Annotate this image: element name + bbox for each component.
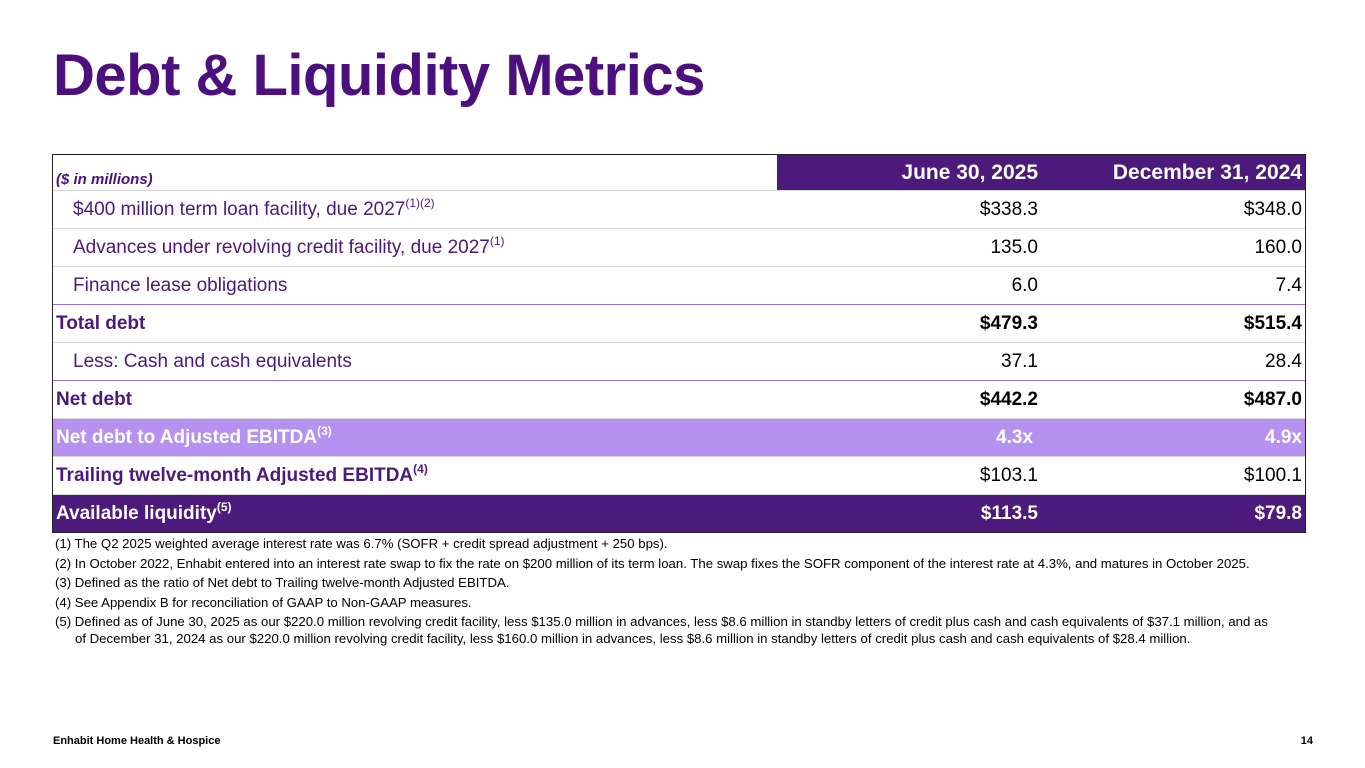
row-label: Available liquidity xyxy=(56,502,217,524)
column-header-december-2024: December 31, 2024 xyxy=(1039,155,1305,190)
value-december-2024: 28.4 xyxy=(1265,350,1302,372)
row-label: Trailing twelve-month Adjusted EBITDA xyxy=(56,464,414,486)
footnote-4: (4) See Appendix B for reconciliation of… xyxy=(55,594,472,610)
value-june-2025: $479.3 xyxy=(979,312,1038,334)
value-june-2025: $103.1 xyxy=(979,464,1038,486)
value-december-2024: 160.0 xyxy=(1254,236,1302,258)
row-label: Total debt xyxy=(56,312,146,334)
footnote-1: (1) The Q2 2025 weighted average interes… xyxy=(55,536,668,551)
table-row: Advances under revolving credit facility… xyxy=(53,229,1305,267)
column-header-june-2025: June 30, 2025 xyxy=(777,155,1039,190)
footnote-2: (2) In October 2022, Enhabit entered int… xyxy=(55,555,1250,571)
table-header-row: ($ in millions) June 30, 2025 December 3… xyxy=(53,155,1305,191)
value-december-2024: $79.8 xyxy=(1254,502,1302,524)
value-june-2025: $338.3 xyxy=(979,198,1038,220)
page-title: Debt & Liquidity Metrics xyxy=(53,43,705,108)
table-row-ttm-ebitda: Trailing twelve-month Adjusted EBITDA(4)… xyxy=(53,457,1305,495)
table-row-available-liquidity: Available liquidity(5) $113.5 $79.8 xyxy=(53,495,1305,532)
value-june-2025: 135.0 xyxy=(990,236,1038,258)
value-december-2024: 7.4 xyxy=(1275,274,1302,296)
row-label: Advances under revolving credit facility… xyxy=(73,236,490,258)
table-row: $400 million term loan facility, due 202… xyxy=(53,191,1305,229)
row-label: Net debt to Adjusted EBITDA xyxy=(56,426,318,448)
row-label: Finance lease obligations xyxy=(73,274,288,296)
footnote-ref: (4) xyxy=(413,461,428,476)
table-row-total-debt: Total debt $479.3 $515.4 xyxy=(53,305,1305,343)
row-label: $400 million term loan facility, due 202… xyxy=(73,198,406,220)
table-row-leverage: Net debt to Adjusted EBITDA(3) 4.3x 4.9x xyxy=(53,419,1305,457)
value-december-2024: $100.1 xyxy=(1243,464,1302,486)
page-number: 14 xyxy=(1300,735,1313,747)
value-june-2025: $442.2 xyxy=(979,388,1038,410)
value-december-2024: $348.0 xyxy=(1243,198,1302,220)
debt-liquidity-table: ($ in millions) June 30, 2025 December 3… xyxy=(52,154,1306,533)
value-june-2025: 4.3x xyxy=(996,426,1033,448)
table-row: Less: Cash and cash equivalents 37.1 28.… xyxy=(53,343,1305,381)
table-row: Finance lease obligations 6.0 7.4 xyxy=(53,267,1305,305)
value-june-2025: $113.5 xyxy=(980,502,1038,524)
footnote-ref: (1) xyxy=(489,233,505,248)
row-label: Less: Cash and cash equivalents xyxy=(73,350,352,372)
footnote-3: (3) Defined as the ratio of Net debt to … xyxy=(55,575,510,590)
unit-label: ($ in millions) xyxy=(56,171,153,188)
row-label: Net debt xyxy=(56,388,132,410)
footnote-ref: (3) xyxy=(317,423,332,438)
footer-company: Enhabit Home Health & Hospice xyxy=(53,735,221,747)
footnote-ref: (5) xyxy=(216,499,232,514)
value-june-2025: 37.1 xyxy=(1001,350,1038,372)
value-june-2025: 6.0 xyxy=(1011,274,1038,296)
footnote-5: (5) Defined as of June 30, 2025 as our $… xyxy=(55,614,1268,646)
value-december-2024: 4.9x xyxy=(1265,426,1302,448)
value-december-2024: $515.4 xyxy=(1243,312,1302,334)
value-december-2024: $487.0 xyxy=(1243,388,1302,410)
table-row-net-debt: Net debt $442.2 $487.0 xyxy=(53,381,1305,419)
footnote-ref: (1)(2) xyxy=(405,195,435,210)
footnotes: (1) The Q2 2025 weighted average interes… xyxy=(55,536,1270,650)
